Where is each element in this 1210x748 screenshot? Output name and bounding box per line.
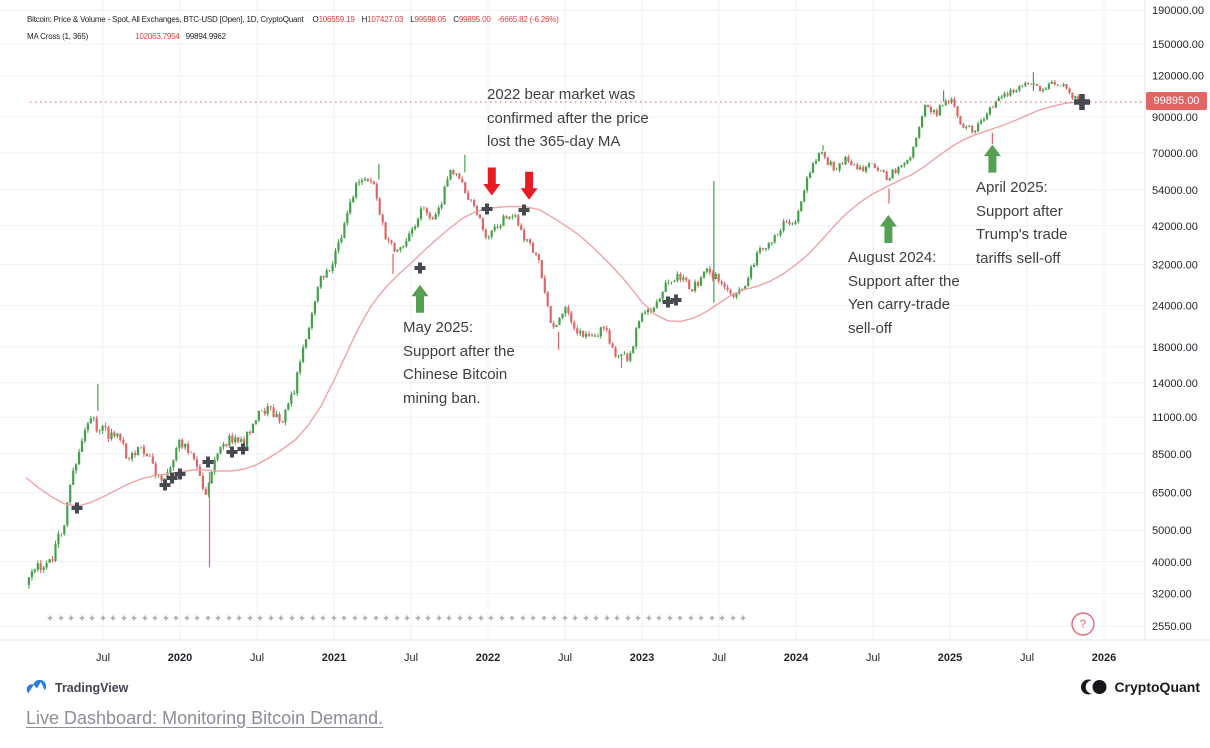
tradingview-icon	[26, 679, 47, 695]
svg-text:Jul: Jul	[558, 652, 572, 664]
svg-text:2021: 2021	[322, 652, 346, 664]
svg-text:8500.00: 8500.00	[1152, 449, 1192, 461]
legend-row-ma-cross: MA Cross (1, 365) 102063.7954 99894.9962	[27, 28, 559, 45]
ohlc-low-label: L	[410, 15, 415, 24]
svg-text:11000.00: 11000.00	[1152, 412, 1197, 424]
legend-row-symbol: Bitcoin: Price & Volume - Spot, All Exch…	[27, 11, 559, 28]
ohlc-high-value: 107427.03	[367, 15, 404, 24]
ohlc-low-value: 99598.05	[414, 15, 447, 24]
down-arrow[interactable]	[520, 171, 538, 200]
svg-text:42000.00: 42000.00	[1152, 221, 1198, 233]
chart-annotation[interactable]: 2022 bear market was confirmed after the …	[487, 86, 649, 150]
svg-text:Jul: Jul	[250, 652, 264, 664]
down-arrow[interactable]	[483, 167, 501, 196]
up-arrow[interactable]	[983, 144, 1001, 173]
ohlc-high-label: H	[361, 15, 368, 24]
cryptoquant-icon	[1081, 679, 1107, 695]
ohlc-close-label: C	[453, 15, 459, 24]
svg-text:Jul: Jul	[1020, 652, 1034, 664]
question-badge[interactable]: ?	[1071, 612, 1095, 636]
cryptoquant-label: CryptoQuant	[1114, 679, 1200, 695]
ohlc-open-label: O	[312, 15, 319, 24]
annotation-arrows	[411, 144, 1001, 313]
svg-text:70000.00: 70000.00	[1152, 148, 1198, 160]
cryptoquant-brand[interactable]: CryptoQuant	[1081, 679, 1200, 695]
svg-text:2023: 2023	[630, 652, 654, 664]
svg-text:?: ?	[1080, 617, 1087, 631]
ma-cross-value-2: 99894.9962	[185, 32, 226, 41]
ohlc-close-value: 99895.00	[458, 15, 491, 24]
chart-legend: Bitcoin: Price & Volume - Spot, All Exch…	[27, 11, 559, 45]
ohlc-open-value: 106559.19	[318, 15, 355, 24]
svg-text:3200.00: 3200.00	[1152, 589, 1192, 601]
series-title[interactable]: Bitcoin: Price & Volume - Spot, All Exch…	[27, 15, 304, 24]
last-price-label: 99895.00	[1146, 92, 1207, 110]
svg-text:4000.00: 4000.00	[1152, 557, 1192, 569]
svg-text:2026: 2026	[1092, 652, 1116, 664]
y-axis-labels[interactable]: 190000.00 150000.00 120000.00 90000.00 70000…	[1152, 5, 1204, 633]
bottom-marker-row	[47, 615, 746, 621]
svg-text:2025: 2025	[938, 652, 962, 664]
svg-text:32000.00: 32000.00	[1152, 260, 1198, 272]
svg-text:18000.00: 18000.00	[1152, 342, 1198, 354]
tradingview-brand[interactable]: TradingView	[26, 679, 128, 696]
svg-text:Jul: Jul	[96, 652, 110, 664]
svg-text:24000.00: 24000.00	[1152, 301, 1198, 313]
grid-lines	[0, 0, 1210, 641]
ma-365-line	[25, 101, 1079, 507]
chart-annotation[interactable]: August 2024: Support after the Yen carry-t…	[848, 249, 960, 337]
svg-text:Jul: Jul	[404, 652, 418, 664]
svg-text:Jul: Jul	[712, 652, 726, 664]
svg-text:2550.00: 2550.00	[1152, 621, 1192, 633]
chart-annotation[interactable]: May 2025: Support after the Chinese Bitcoi…	[403, 319, 515, 407]
chart-annotation[interactable]: April 2025: Support after Trump's trade tar…	[976, 179, 1068, 267]
svg-text:5000.00: 5000.00	[1152, 525, 1192, 537]
svg-text:Jul: Jul	[866, 652, 880, 664]
up-arrow[interactable]	[411, 284, 429, 313]
up-arrow[interactable]	[879, 215, 897, 243]
ma-cross-label[interactable]: MA Cross (1, 365)	[27, 32, 89, 41]
x-axis-labels[interactable]: Jul 2020 Jul 2021 Jul 2022 Jul 2023 Jul 2024 Jul 20…	[96, 652, 1116, 664]
ma-cross-value-1: 102063.7954	[135, 32, 180, 41]
candlestick-series	[27, 72, 1080, 589]
svg-text:150000.00: 150000.00	[1152, 39, 1204, 51]
svg-text:2020: 2020	[168, 652, 192, 664]
svg-text:54000.00: 54000.00	[1152, 185, 1198, 197]
svg-text:2024: 2024	[784, 652, 809, 664]
svg-text:90000.00: 90000.00	[1152, 112, 1198, 124]
svg-text:14000.00: 14000.00	[1152, 378, 1198, 390]
ohlc-change-value: -6665.82 (-6.26%)	[497, 15, 559, 24]
svg-text:2022: 2022	[476, 652, 500, 664]
svg-text:6500.00: 6500.00	[1152, 487, 1192, 499]
svg-text:120000.00: 120000.00	[1152, 71, 1204, 83]
svg-text:190000.00: 190000.00	[1152, 5, 1204, 17]
ma-cross-markers	[71, 94, 1090, 514]
tradingview-label: TradingView	[55, 680, 129, 695]
price-chart[interactable]: ? Jul 2020 Jul 2021 Jul 2022 Jul 2023 Jul 2024 Jul 2…	[0, 0, 1210, 672]
dashboard-link[interactable]: Live Dashboard: Monitoring Bitcoin Deman…	[26, 708, 384, 728]
